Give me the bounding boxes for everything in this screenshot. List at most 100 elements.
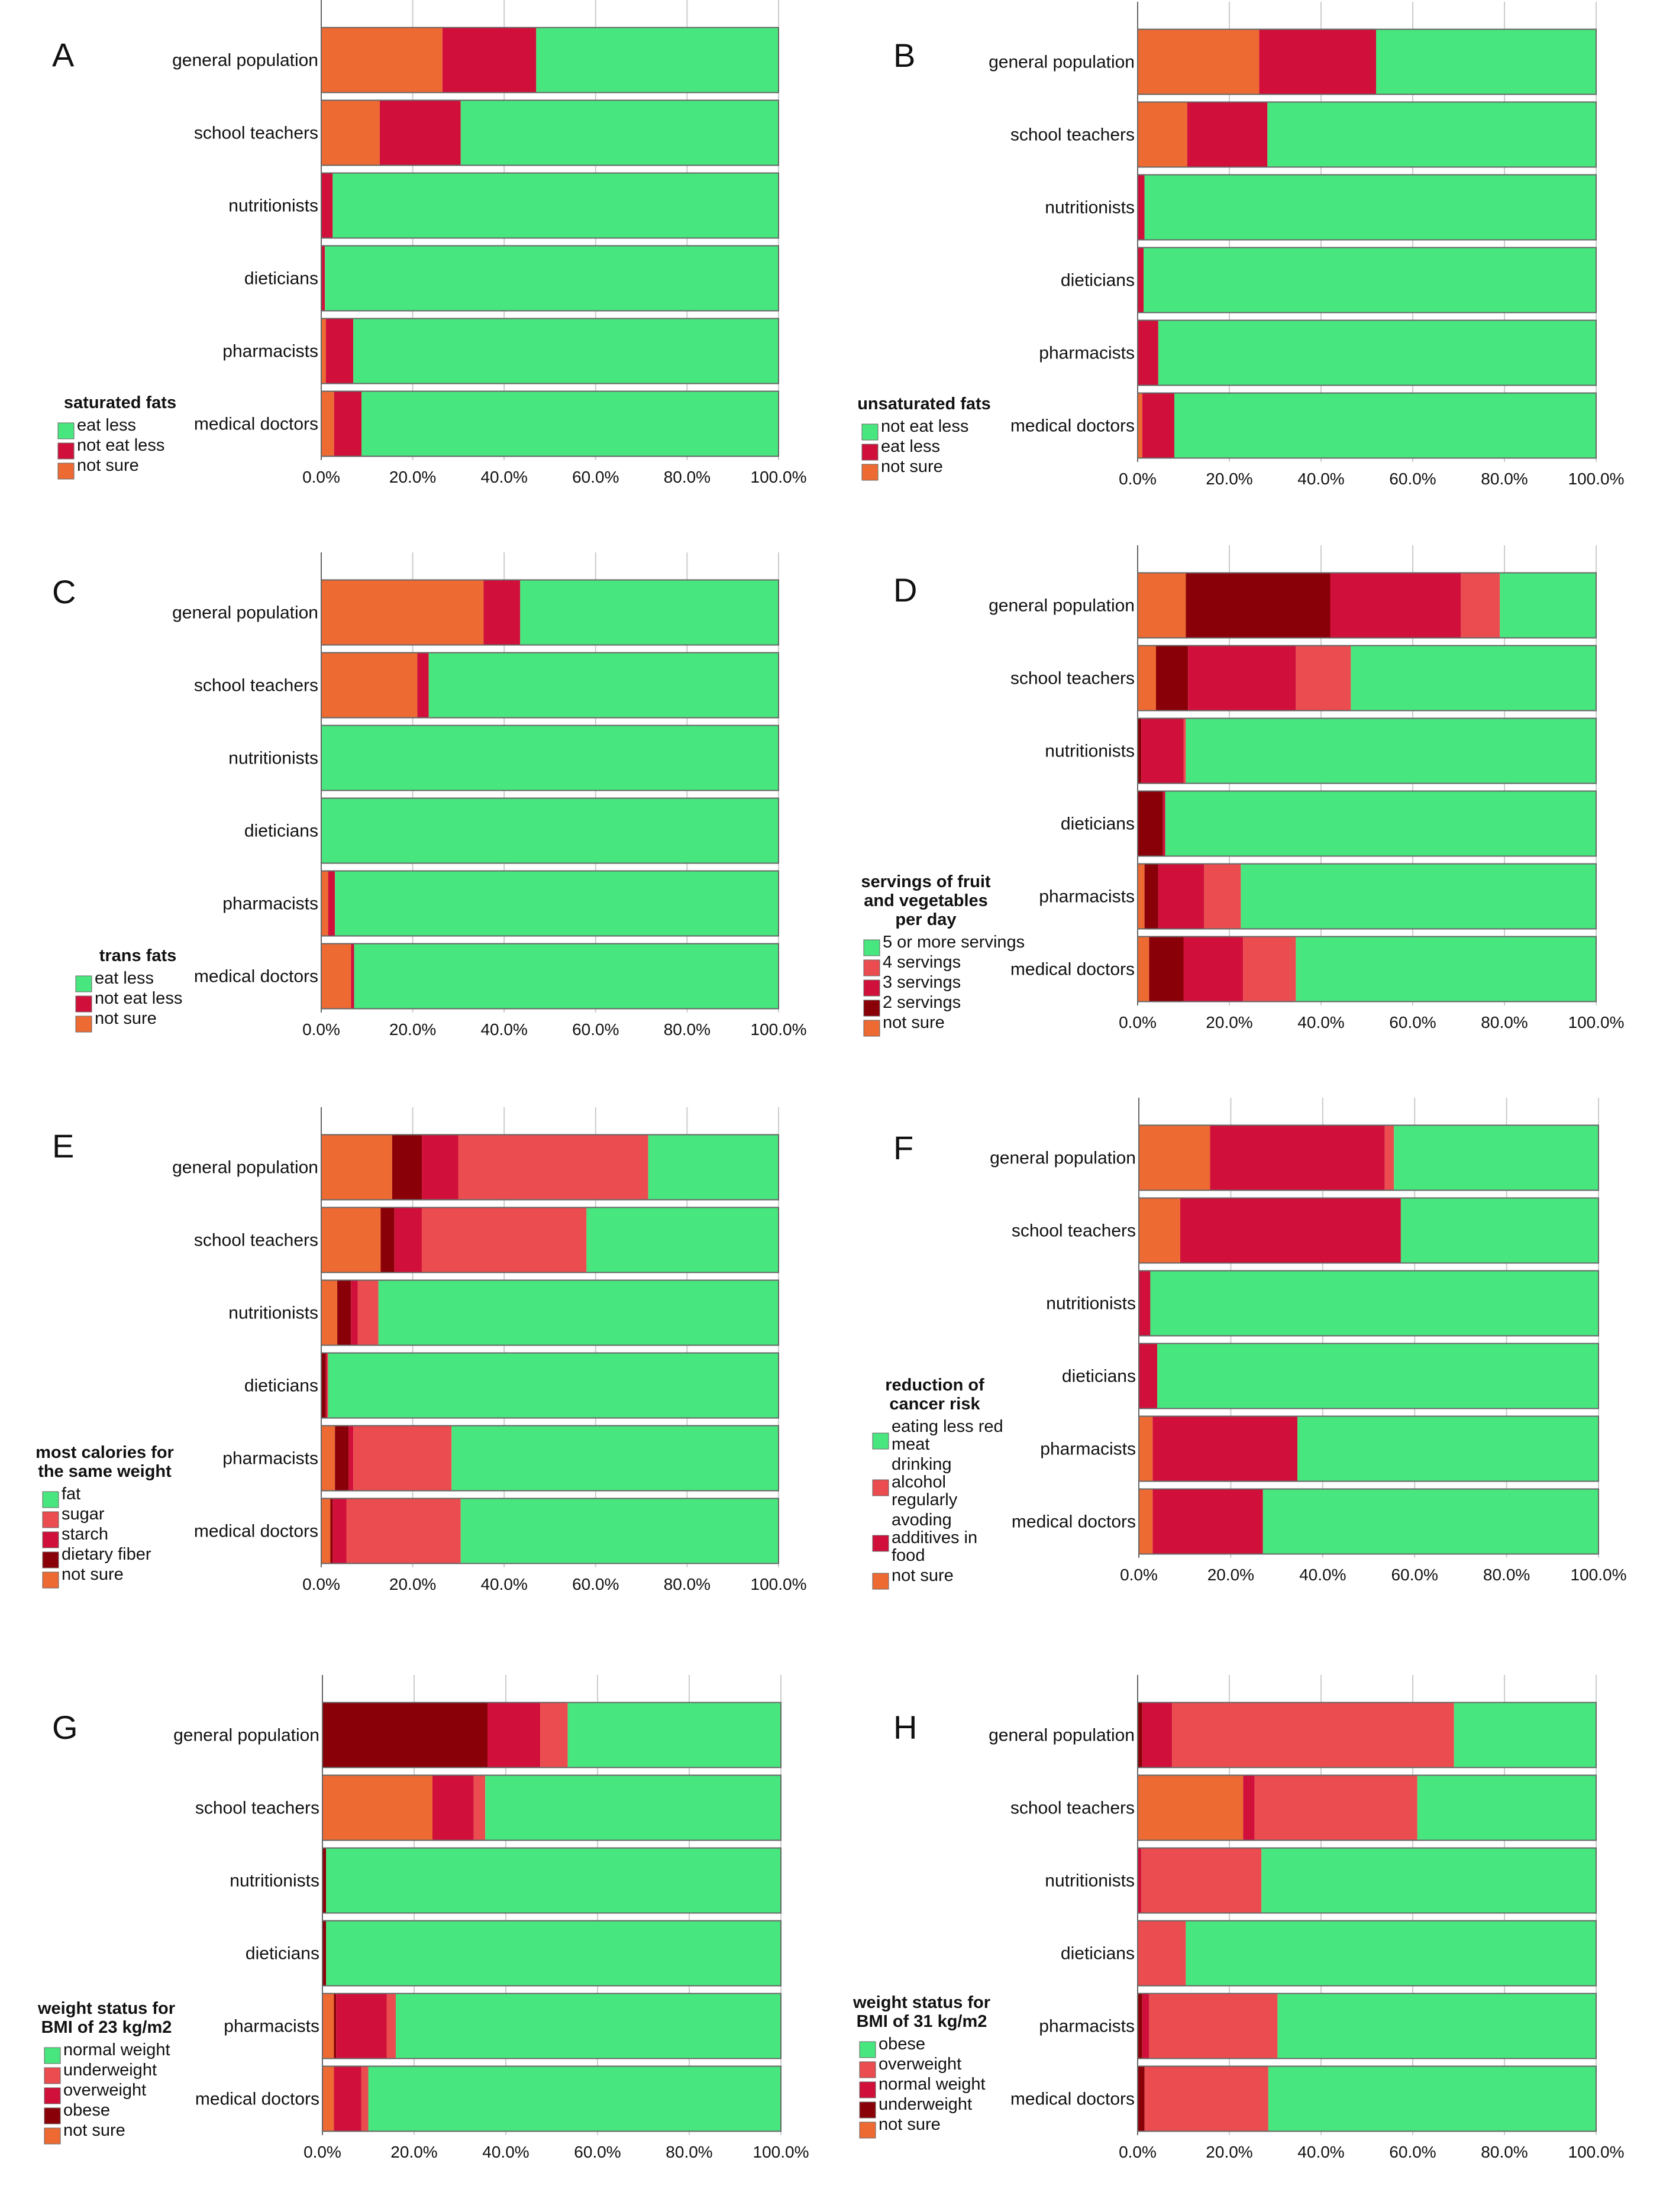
bar-segment-not-sure [1138,393,1142,458]
bar-segment-normal-weight [485,1775,781,1841]
x-tick-label: 60.0% [572,1020,619,1039]
bar-segment-normal-weight [1142,1993,1149,2059]
category-label: general population [172,603,318,623]
bar-segment-eat-less [1138,174,1145,240]
bar-segment-eat-less [1187,102,1268,167]
legend-label-avoding-additives-in-food: additives in [892,1528,977,1547]
bar-segment-sugar [327,1353,328,1418]
legend-title: weight status for [37,1999,175,2018]
legend-title: BMI of 23 kg/m2 [41,2018,172,2037]
bar-segment-underweight [473,1775,486,1841]
x-tick-label: 40.0% [480,1020,527,1039]
category-label: pharmacists [1039,2017,1135,2036]
x-tick-label: 20.0% [1206,1013,1252,1031]
x-tick-label: 100.0% [1568,2143,1625,2161]
bar-segment-overweight [334,2066,361,2132]
bar-segment-eat-less [353,318,779,384]
bar-segment-overweight [1141,1848,1262,1913]
legend-label-not-sure: not sure [95,1009,157,1028]
category-label: pharmacists [1040,1440,1136,1459]
bar-segment-overweight [1144,2066,1268,2132]
legend-label-not-sure: not sure [883,1013,945,1032]
category-label: medical doctors [194,415,318,434]
category-label: nutritionists [228,196,318,216]
category-label: school teachers [1012,1221,1136,1241]
bar-segment-not-sure [1138,936,1149,1002]
bar-segment-overweight [1138,1920,1186,1986]
category-label: pharmacists [222,342,318,361]
legend-label-not-eat-less: not eat less [95,989,182,1008]
legend-label-eating-less-red-meat: meat [892,1435,929,1454]
category-label: pharmacists [1039,887,1135,907]
category-label: nutritionists [1046,1294,1136,1314]
bar-segment-eating-less-red-meat [1297,1416,1599,1482]
legend-label-not-sure: not sure [62,1565,124,1584]
bar-segment-not-sure [321,652,418,718]
x-tick-label: 80.0% [1483,1566,1530,1584]
category-label: general population [173,1726,319,1745]
bar-segment-avoding-additives-in-food [1180,1198,1401,1263]
bar-segment-not-sure [321,100,380,166]
category-label: pharmacists [222,1449,318,1469]
bar-segment-not-sure [321,318,326,384]
bar-segment-2-servings [1156,645,1189,711]
legend-swatch-5-or-more-servings [863,939,880,956]
bar-segment-obese [322,1702,487,1768]
legend-label-not-eat-less: not eat less [77,436,164,455]
legend-title: BMI of 31 kg/m2 [857,2012,987,2031]
bar-segment-3-servings [1188,645,1296,711]
bar-segment-avoding-additives-in-food [1152,1416,1298,1482]
panel-letter: A [52,36,75,73]
legend-label-drinking-alcohol-regularly: alcohol [892,1473,946,1492]
bar-segment-not-eat-less [1267,102,1596,167]
category-label: dieticians [244,822,318,841]
legend-swatch-not-sure [863,1020,880,1037]
category-label: general population [989,53,1135,72]
legend-title: per day [895,910,956,929]
bar-segment-4-servings [1183,718,1186,784]
legend-swatch-normal-weight [859,2081,876,2098]
bar-segment-starch [394,1207,422,1273]
bar-segment-not-sure [322,1775,432,1841]
bar-segment-4-servings [1243,936,1296,1002]
bar-segment-underweight [361,2066,369,2132]
bar-segment-5-or-more-servings [1186,718,1596,784]
x-tick-label: 80.0% [664,1575,711,1593]
bar-segment-3-servings [1330,573,1461,638]
legend-title: servings of fruit [861,872,990,891]
bar-segment-eat-less [321,725,779,791]
bar-segment-underweight [540,1702,568,1768]
bar-segment-fat [328,1353,779,1418]
bar-segment-underweight [1138,1993,1142,2059]
bar-segment-normal-weight [396,1993,781,2059]
x-tick-label: 0.0% [302,1575,340,1593]
legend-swatch-eat-less [75,975,92,992]
legend-swatch-not-sure [42,1571,59,1589]
panel-letter: D [893,571,917,609]
category-label: school teachers [194,676,318,696]
panel-letter: H [893,1709,917,1746]
legend-title: the same weight [38,1462,172,1481]
legend-swatch-eat-less [861,444,879,461]
x-tick-label: 60.0% [572,468,619,486]
bar-segment-not-eat-less [328,871,335,936]
legend-swatch-drinking-alcohol-regularly [872,1479,889,1496]
x-tick-label: 0.0% [303,2143,341,2161]
category-label: medical doctors [1012,1512,1136,1532]
bar-segment-not-sure [321,391,334,457]
bar-segment-sugar [353,1425,452,1491]
bar-segment-5-or-more-servings [1241,864,1596,929]
x-tick-label: 0.0% [302,1020,340,1039]
bar-segment-2-servings [1144,864,1158,929]
panel-letter: C [52,573,76,610]
legend-swatch-not-eat-less [75,995,92,1013]
legend-label-avoding-additives-in-food: avoding [892,1511,952,1529]
bar-segment-5-or-more-servings [1500,573,1596,638]
legend-label-not-sure: not sure [63,2121,125,2140]
legend-swatch-not-eat-less [57,442,75,460]
bar-segment-not-sure [321,1207,381,1273]
bar-segment-obese [1417,1775,1596,1841]
bar-segment-normal-weight [1138,1848,1142,1913]
bar-segment-sugar [422,1207,587,1273]
legend-title: reduction of [885,1376,984,1395]
